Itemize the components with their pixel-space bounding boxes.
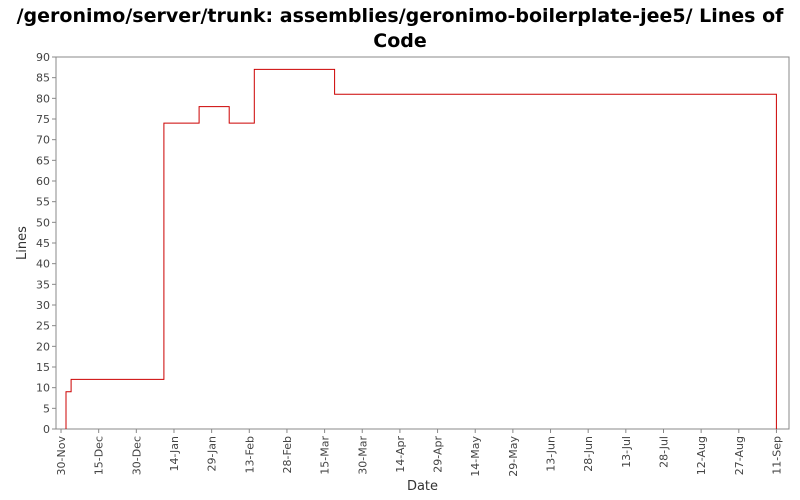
y-axis-label: Lines [15, 226, 30, 260]
y-tick-label: 70 [36, 134, 50, 147]
y-tick-label: 10 [36, 382, 50, 395]
x-tick-label: 14-Jan [168, 436, 181, 472]
x-axis-ticks: 30-Nov 15-Dec 30-Dec 14-Jan 29-Jan 13-Feb 28-F… [55, 429, 783, 477]
y-tick-label: 65 [36, 154, 50, 167]
x-tick-label: 15-Mar [319, 436, 332, 475]
y-axis-ticks: 0 5 10 15 20 25 30 35 40 45 50 55 60 65 70 75 80 85 90 [36, 51, 56, 436]
y-tick-label: 30 [36, 299, 50, 312]
x-tick-label: 28-Jun [582, 436, 595, 472]
y-tick-label: 45 [36, 237, 50, 250]
y-tick-label: 90 [36, 51, 50, 64]
y-tick-label: 60 [36, 175, 50, 188]
x-tick-label: 11-Sep [770, 436, 783, 475]
x-tick-label: 15-Dec [93, 436, 106, 475]
series-line [65, 68, 777, 429]
axes [55, 56, 790, 430]
y-tick-label: 80 [36, 92, 50, 105]
x-tick-label: 28-Feb [281, 436, 294, 473]
x-tick-label: 29-Apr [432, 436, 445, 473]
y-tick-label: 55 [36, 196, 50, 209]
y-tick-label: 0 [43, 423, 50, 436]
x-tick-label: 30-Dec [130, 436, 143, 475]
plot-area [55, 56, 790, 430]
x-tick-label: 12-Aug [695, 436, 708, 475]
series-group [65, 68, 777, 429]
x-tick-label: 29-May [507, 436, 520, 477]
x-tick-label: 30-Mar [356, 436, 369, 475]
x-tick-label: 13-Jun [545, 436, 558, 472]
x-tick-label: 14-Apr [394, 436, 407, 473]
x-tick-label: 28-Jul [657, 436, 670, 468]
y-tick-label: 5 [43, 402, 50, 415]
chart-title: /geronimo/server/trunk: assemblies/geron… [16, 5, 784, 52]
y-tick-label: 35 [36, 278, 50, 291]
y-tick-label: 85 [36, 72, 50, 85]
y-tick-label: 25 [36, 320, 50, 333]
x-tick-label: 30-Nov [55, 436, 68, 476]
x-tick-label: 13-Jul [620, 436, 633, 468]
x-axis-label: Date [407, 479, 438, 494]
y-tick-label: 50 [36, 216, 50, 229]
y-tick-label: 75 [36, 113, 50, 126]
x-tick-label: 13-Feb [243, 436, 256, 473]
x-tick-label: 27-Aug [733, 436, 746, 475]
x-tick-label: 29-Jan [206, 436, 219, 472]
y-tick-label: 20 [36, 340, 50, 353]
x-tick-label: 14-May [469, 436, 482, 477]
y-tick-label: 15 [36, 361, 50, 374]
y-tick-label: 40 [36, 258, 50, 271]
